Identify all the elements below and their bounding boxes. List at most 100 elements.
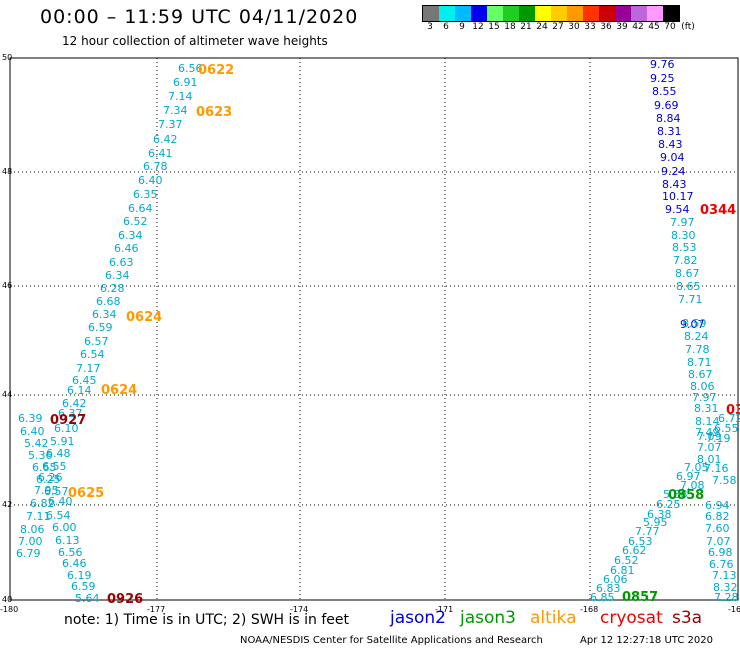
track-value: 8.43 <box>662 178 687 191</box>
legend-swatch <box>663 6 679 21</box>
track-value: 5.36 <box>28 449 53 462</box>
legend-swatch <box>423 6 439 21</box>
legend-swatch <box>599 6 615 21</box>
time-label: 0623 <box>196 105 232 120</box>
track-value: 7.07 <box>697 441 722 454</box>
track-value: 6.34 <box>92 308 117 321</box>
legend-swatch <box>615 6 631 21</box>
track-value: 6.55 <box>42 460 67 473</box>
track-value: 7.08 <box>680 479 705 492</box>
legend-jason2: jason2 <box>390 608 446 628</box>
legend-swatch <box>439 6 455 21</box>
track-value: 6.57 <box>44 485 69 498</box>
track-value: 8.53 <box>672 241 697 254</box>
track-value: 6.79 <box>16 547 41 560</box>
track-value: 6.63 <box>109 256 134 269</box>
track-value: 7.97 <box>670 216 695 229</box>
track-value: 6.53 <box>628 535 653 548</box>
legend-label: 33 <box>584 22 596 32</box>
time-label: 0344 <box>700 203 736 218</box>
track-value: 8.43 <box>658 138 683 151</box>
track-value: 7.78 <box>685 343 710 356</box>
track-value: 8.65 <box>676 280 701 293</box>
track-value: 6.42 <box>62 397 87 410</box>
track-value: 6.39 <box>18 412 43 425</box>
legend-label: 6 <box>443 22 449 32</box>
footnote: note: 1) Time is in UTC; 2) SWH is in fe… <box>64 612 350 628</box>
track-value: 6.98 <box>708 546 733 559</box>
track-value: 7.13 <box>712 569 737 582</box>
track-value: 6.00 <box>52 521 77 534</box>
track-value: 6.82 <box>30 497 55 510</box>
legend-swatch <box>471 6 487 21</box>
time-label: 0926 <box>107 592 143 607</box>
lon-label: -168 <box>580 605 598 614</box>
legend-label: 3 <box>427 22 433 32</box>
lon-label: -180 <box>0 605 18 614</box>
track-value: 8.67 <box>675 267 700 280</box>
track-value: 5.91 <box>50 435 75 448</box>
track-value: 6.35 <box>133 188 158 201</box>
track-value: 8.59 <box>682 317 707 330</box>
time-label: 0624 <box>126 310 162 325</box>
track-value: 7.28 <box>714 591 739 604</box>
track-value: 6.54 <box>46 509 71 522</box>
legend-label: 18 <box>504 22 516 32</box>
track-value: 8.32 <box>713 581 738 594</box>
lat-label: 48 <box>2 167 12 176</box>
track-value: 8.14 <box>695 415 720 428</box>
track-value: 6.62 <box>622 544 647 557</box>
track-value: 7.14 <box>168 90 193 103</box>
map-subtitle: 12 hour collection of altimeter wave hei… <box>62 34 328 48</box>
track-value: 7.00 <box>18 535 43 548</box>
track-value: 7.97 <box>692 391 717 404</box>
legend-label: 70 <box>664 22 676 32</box>
track-value: 6.57 <box>84 335 109 348</box>
lon-label: -171 <box>435 605 453 614</box>
track-value: 6.14 <box>67 384 92 397</box>
track-value: 7.11 <box>26 510 51 523</box>
track-value: 8.67 <box>688 368 713 381</box>
legend-swatch <box>535 6 551 21</box>
track-value: 6.76 <box>709 558 734 571</box>
track-value: 8.71 <box>687 356 712 369</box>
credit-line: NOAA/NESDIS Center for Satellite Applica… <box>240 635 543 646</box>
track-value: 6.64 <box>128 202 153 215</box>
legend-swatch <box>455 6 471 21</box>
time-label: 0624 <box>101 383 137 398</box>
legend-swatch <box>631 6 647 21</box>
time-label: 0625 <box>68 486 104 501</box>
track-value: 5.88 <box>663 488 688 501</box>
legend-s3a: s3a <box>672 608 703 628</box>
lat-label: 42 <box>2 500 12 509</box>
track-value: 6.81 <box>610 564 635 577</box>
track-value: 6.78 <box>143 160 168 173</box>
map-frame <box>9 57 739 601</box>
legend-label: 42 <box>632 22 644 32</box>
map-title: 00:00 – 11:59 UTC 04/11/2020 <box>40 6 359 28</box>
legend-altika: altika <box>530 608 577 628</box>
track-value: 7.34 <box>163 104 188 117</box>
legend-swatch <box>503 6 519 21</box>
track-value: 9.04 <box>660 151 685 164</box>
track-value: 6.41 <box>148 147 173 160</box>
track-value: 8.01 <box>697 453 722 466</box>
track-value: 6.25 <box>656 498 681 511</box>
track-value: 6.45 <box>72 374 97 387</box>
track-value: 6.46 <box>62 557 87 570</box>
track-value: 6.13 <box>55 534 80 547</box>
track-value: 5.64 <box>75 592 100 605</box>
time-label: 0858 <box>668 488 704 503</box>
track-value: 8.31 <box>657 125 682 138</box>
track-value: 6.68 <box>96 295 121 308</box>
track-value: 9.25 <box>650 72 675 85</box>
timestamp: Apr 12 12:27:18 UTC 2020 <box>580 635 713 646</box>
track-value: 6.10 <box>54 422 79 435</box>
legend-jason3: jason3 <box>460 608 516 628</box>
track-value: 8.84 <box>656 112 681 125</box>
track-value: 7.60 <box>705 522 730 535</box>
track-value: 6.52 <box>123 215 148 228</box>
legend-swatch <box>583 6 599 21</box>
track-value: 6.38 <box>647 508 672 521</box>
track-value: 8.55 <box>652 85 677 98</box>
